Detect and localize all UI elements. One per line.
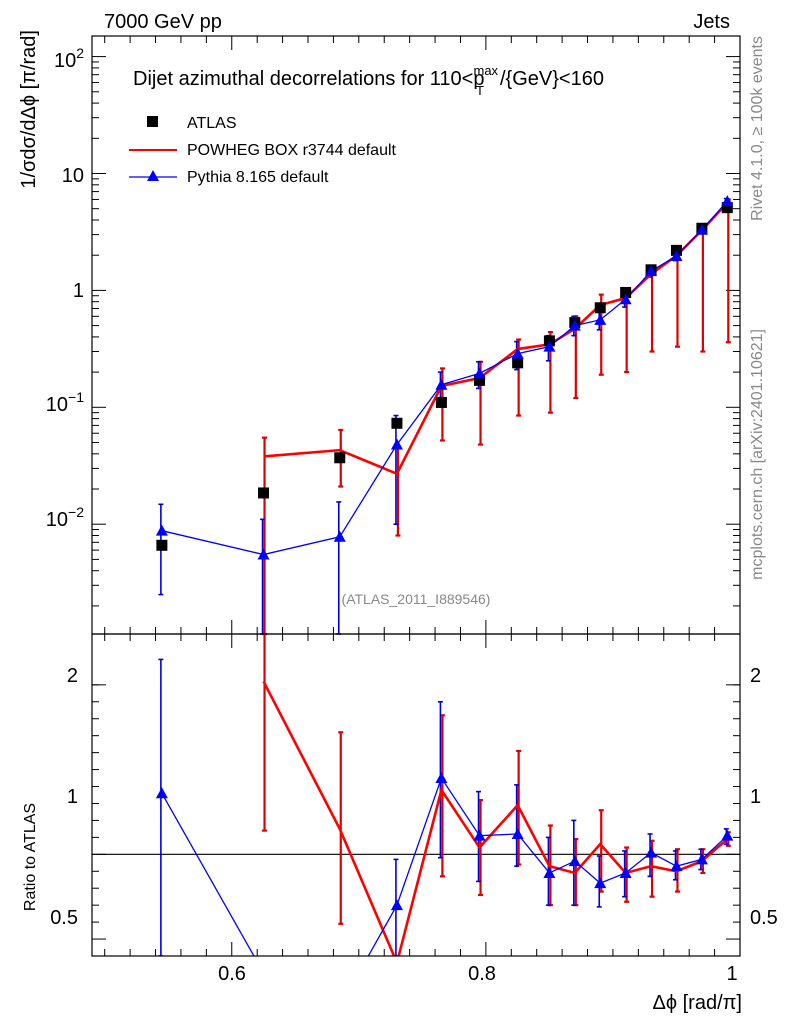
pythia-ratio-point (473, 829, 486, 841)
y-axis-label: 1/σdσ/dΔϕ [π/rad] (18, 30, 40, 189)
pythia-point (543, 340, 556, 352)
legend-marker-atlas (147, 116, 158, 127)
ratio-axis-label: Ratio to ATLAS (22, 803, 39, 911)
pythia-ratio-point (435, 772, 448, 784)
y-tick-exp-2: 2 (76, 45, 84, 61)
y-tick-label-m1: 10−1 (46, 389, 84, 416)
y-tick-label-1: 1 (73, 280, 84, 302)
y-tick-exp-m1: −1 (68, 389, 84, 405)
pythia-point (568, 319, 581, 331)
pythia-point (670, 249, 683, 261)
ratio-tick-label-2-left: 2 (67, 665, 78, 687)
header-jets: Jets (693, 11, 730, 33)
chart-title: Dijet azimuthal decorrelations for 110<p… (133, 63, 604, 98)
legend: ATLAS POWHEG BOX r3744 default Pythia 8.… (129, 115, 397, 186)
pythia-ratio-line (161, 776, 728, 956)
y-tick-label-m2: 10−2 (46, 504, 84, 531)
powheg-line (263, 202, 729, 476)
atlas-point (156, 539, 168, 551)
pythia-point (473, 367, 486, 379)
x-tick-label-1: 1 (726, 963, 737, 985)
pythia-ratio-point (543, 866, 556, 878)
legend-label-powheg: POWHEG BOX r3744 default (187, 142, 397, 159)
y-tick-label-2: 102 (54, 45, 84, 72)
pythia-ratio-point (619, 866, 632, 878)
analysis-watermark: (ATLAS_2011_I889546) (342, 591, 491, 607)
powheg-ratio-line (262, 680, 729, 956)
atlas-point (594, 302, 606, 314)
legend-label-pythia: Pythia 8.165 default (187, 169, 329, 186)
pythia-point (695, 223, 708, 235)
pythia-point (390, 438, 403, 450)
chart-title-sup: max (473, 63, 498, 78)
atlas-point (435, 396, 447, 408)
pythia-ratio-point (155, 787, 168, 799)
pythia-ratio-point (568, 855, 581, 867)
legend-label-atlas: ATLAS (187, 115, 237, 132)
pythia-ratio-point (594, 877, 607, 889)
pythia-ratio-point (511, 827, 524, 839)
pythia-point (619, 293, 632, 305)
pythia-ratio-point (390, 899, 403, 911)
ratio-tick-label-05-right: 0.5 (750, 907, 778, 929)
atlas-point (258, 487, 270, 499)
ratio-tick-label-05-left: 0.5 (50, 907, 78, 929)
atlas-point (512, 357, 524, 369)
pythia-point (333, 530, 346, 542)
axis-ticks (92, 36, 741, 956)
mcplots-label: mcplots.cern.ch [arXiv:2401.10621] (749, 329, 766, 580)
chart-title-rest: /{GeV}<160 (500, 68, 604, 90)
atlas-point (391, 417, 403, 429)
main-plot-area (155, 195, 734, 636)
y-tick-label-10: 10 (62, 165, 84, 187)
pythia-point (721, 195, 734, 207)
chart-title-sub: T (476, 83, 484, 98)
pythia-line (161, 200, 728, 556)
atlas-point (721, 202, 733, 214)
ratio-tick-label-2-right: 2 (750, 665, 761, 687)
pythia-point (594, 313, 607, 325)
x-tick-label-06: 0.6 (218, 963, 246, 985)
ratio-series (155, 634, 734, 956)
pythia-ratio-point (670, 860, 683, 872)
pythia-ratio-point (645, 846, 658, 858)
pythia-point (257, 548, 270, 560)
rivet-label: Rivet 4.1.0, ≥ 100k events (749, 36, 766, 221)
y-tick-exp-m2: −2 (68, 504, 84, 520)
pythia-ratio-point (721, 829, 734, 841)
atlas-point (334, 452, 346, 464)
pythia-point (155, 524, 168, 536)
pythia-point (645, 265, 658, 277)
atlas-point (620, 286, 632, 298)
pythia-ratio-point (695, 853, 708, 865)
chart-title-main: Dijet azimuthal decorrelations for 110<p (133, 68, 484, 90)
ratio-plot-area (92, 634, 740, 956)
ratio-tick-label-1-left: 1 (67, 786, 78, 808)
x-axis-label: Δϕ [rad/π] (653, 992, 743, 1014)
legend-marker-pythia (147, 170, 159, 181)
ratio-tick-label-1-right: 1 (750, 786, 761, 808)
atlas-point (474, 374, 486, 386)
pythia-point (435, 378, 448, 390)
header-energy: 7000 GeV pp (104, 11, 222, 33)
pythia-point (511, 347, 524, 359)
x-tick-label-08: 0.8 (468, 963, 496, 985)
ratio-plot-frame (91, 633, 741, 957)
